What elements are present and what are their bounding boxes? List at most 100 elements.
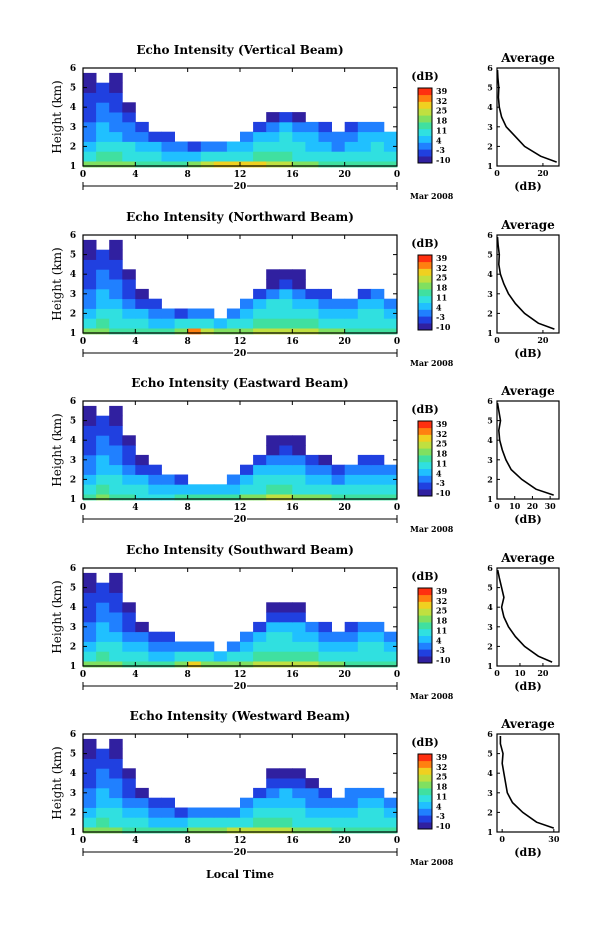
colorbar-swatch xyxy=(418,754,432,762)
heatmap-cell xyxy=(122,435,136,446)
x-tick-label: 16 xyxy=(286,170,299,180)
heatmap-cell xyxy=(318,657,332,668)
average-y-tick-label: 2 xyxy=(487,641,493,651)
average-title: Average xyxy=(500,717,555,731)
heatmap-cell xyxy=(331,797,346,808)
heatmap-cell xyxy=(174,141,189,152)
y-tick-label: 4 xyxy=(70,270,76,280)
average-y-tick-label: 3 xyxy=(487,788,493,798)
heatmap-cell xyxy=(96,474,110,485)
heatmap-cell xyxy=(122,308,136,319)
heatmap-cell xyxy=(240,823,254,834)
colorbar-swatch xyxy=(418,302,432,310)
heatmap-cell xyxy=(344,121,359,133)
x-tick-label: 0 xyxy=(80,836,86,846)
heatmap-cell xyxy=(279,298,293,309)
average-frame xyxy=(496,733,560,833)
average-x-axis-label: (dB) xyxy=(514,347,541,360)
heatmap-cell xyxy=(266,131,280,142)
heatmap-cell xyxy=(174,151,189,162)
date-day-label: 20 xyxy=(234,848,247,858)
month-label: Mar 2008 xyxy=(410,358,454,368)
heatmap-cell xyxy=(109,82,123,93)
heatmap-cell xyxy=(200,657,215,668)
colorbar-tick-label: -3 xyxy=(436,478,445,488)
heatmap-cell xyxy=(370,308,385,319)
colorbar-tick-label: 4 xyxy=(436,468,442,478)
heatmap-cell xyxy=(109,405,123,417)
heatmap-cell xyxy=(83,582,97,593)
heatmap-cell xyxy=(135,797,149,808)
heatmap-cell xyxy=(109,474,123,485)
heatmap-cell xyxy=(96,592,110,603)
average-frame xyxy=(496,234,560,334)
heatmap-cell xyxy=(135,454,149,466)
panel-title: Echo Intensity (Westward Beam) xyxy=(130,709,351,723)
y-tick-label: 5 xyxy=(70,251,76,261)
heatmap-cell xyxy=(279,657,293,668)
heatmap-cell xyxy=(240,324,254,335)
x-tick-label: 0 xyxy=(394,337,400,347)
heatmap-cell xyxy=(109,102,123,113)
heatmap-cell xyxy=(96,454,110,466)
heatmap-cell xyxy=(96,151,110,162)
heatmap-cell xyxy=(226,484,241,495)
heatmap-cell xyxy=(96,131,110,142)
heatmap-cell xyxy=(279,131,293,142)
y-tick-label: 3 xyxy=(70,623,76,633)
colorbar-swatch xyxy=(418,594,432,602)
y-tick-label: 1 xyxy=(70,828,76,838)
heatmap-cell xyxy=(240,131,254,142)
heatmap-cell xyxy=(344,157,359,168)
heatmap-cell xyxy=(292,131,306,142)
colorbar-swatch xyxy=(418,275,432,283)
heatmap-cell xyxy=(279,112,293,123)
heatmap-cell xyxy=(200,651,215,662)
panel-3: Echo Intensity (Southward Beam)123456Hei… xyxy=(50,543,560,701)
heatmap-cell xyxy=(331,151,346,162)
heatmap-cell xyxy=(148,324,162,335)
colorbar-swatch xyxy=(418,656,432,664)
x-tick-label: 0 xyxy=(394,503,400,513)
average-y-tick-label: 4 xyxy=(487,102,493,112)
colorbar-unit-label: (dB) xyxy=(411,237,438,250)
heatmap-cell xyxy=(253,298,267,309)
x-tick-label: 8 xyxy=(185,170,191,180)
average-profile-line xyxy=(499,736,555,829)
colorbar-tick-label: 39 xyxy=(436,752,448,762)
colorbar-swatch xyxy=(418,808,432,816)
y-tick-label: 2 xyxy=(70,142,76,152)
heatmap-cell xyxy=(122,484,136,495)
heatmap-cell xyxy=(279,484,293,495)
heatmap-cell xyxy=(331,141,346,152)
heatmap-cell xyxy=(357,454,372,466)
colorbar-tick-label: 32 xyxy=(436,596,447,606)
average-profile-line xyxy=(496,569,553,663)
x-tick-label: 0 xyxy=(80,503,86,513)
heatmap-cell xyxy=(357,631,372,642)
heatmap-cell xyxy=(331,490,346,501)
heatmap-cell xyxy=(83,823,97,834)
heatmap-cell xyxy=(370,141,385,152)
heatmap-cell xyxy=(148,797,162,808)
colorbar-swatch xyxy=(418,421,432,429)
date-bracket-gap xyxy=(233,514,247,523)
panel-title: Echo Intensity (Northward Beam) xyxy=(126,210,354,224)
heatmap-cell xyxy=(383,817,398,828)
x-tick-label: 4 xyxy=(132,836,138,846)
heatmap-cell xyxy=(200,318,215,329)
heatmap-cell xyxy=(292,141,306,152)
average-x-axis-label: (dB) xyxy=(514,513,541,526)
heatmap-cell xyxy=(109,269,123,280)
average-title: Average xyxy=(500,384,555,398)
heatmap-cell xyxy=(161,657,175,668)
heatmap-cell xyxy=(200,308,215,319)
heatmap-cell xyxy=(344,484,359,495)
heatmap-cell xyxy=(279,324,293,335)
heatmap-cell xyxy=(83,592,97,603)
heatmap-cell xyxy=(226,308,241,319)
colorbar-tick-label: 11 xyxy=(436,625,447,635)
heatmap-cell xyxy=(305,823,319,834)
heatmap-cell xyxy=(96,631,110,642)
x-tick-label: 8 xyxy=(185,503,191,513)
